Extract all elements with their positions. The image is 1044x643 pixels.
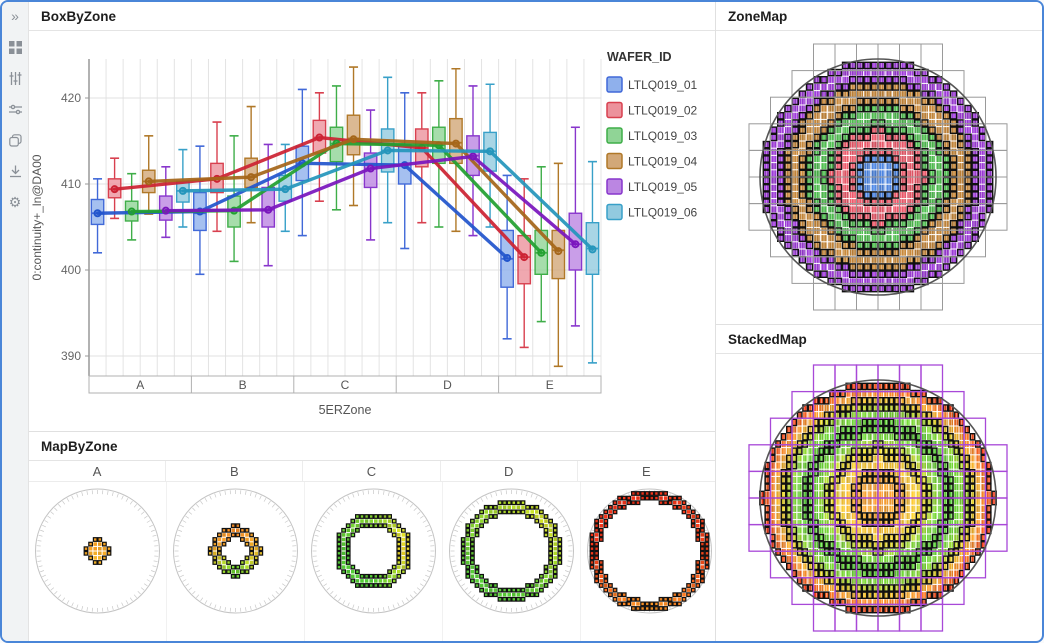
right-column: ZoneMap StackedMap	[716, 2, 1042, 641]
svg-text:B: B	[239, 378, 247, 392]
grid-icon[interactable]	[7, 39, 23, 55]
vertical-sliders-icon[interactable]	[7, 70, 23, 86]
zone-a-wafer-map[interactable]	[29, 482, 167, 641]
svg-text:C: C	[341, 378, 350, 392]
zone-e-wafer-map[interactable]	[581, 482, 718, 641]
mapbyzone-maps	[29, 482, 715, 641]
left-column: BoxByZone 390 400 410 420 A B C D E 5ERZone 0:cont…	[29, 2, 716, 641]
svg-text:5ERZone: 5ERZone	[319, 403, 372, 417]
toolbar-sidebar: » ⚙	[2, 2, 29, 641]
svg-text:LTLQ019_04: LTLQ019_04	[628, 155, 697, 169]
zone-header-c: C	[303, 461, 440, 481]
svg-text:LTLQ019_05: LTLQ019_05	[628, 180, 697, 194]
zone-header-e: E	[578, 461, 715, 481]
dashboard-main: BoxByZone 390 400 410 420 A B C D E 5ERZone 0:cont…	[29, 2, 1042, 641]
boxbyzone-title: BoxByZone	[29, 2, 715, 31]
zone-header-a: A	[29, 461, 166, 481]
svg-text:0:continuity+_ln@DA00: 0:continuity+_ln@DA00	[30, 154, 44, 280]
svg-text:LTLQ019_06: LTLQ019_06	[628, 206, 697, 220]
svg-text:E: E	[546, 378, 554, 392]
zone-b-wafer-map[interactable]	[167, 482, 305, 641]
svg-text:LTLQ019_02: LTLQ019_02	[628, 104, 697, 118]
svg-text:390: 390	[61, 349, 81, 363]
svg-text:LTLQ019_03: LTLQ019_03	[628, 129, 697, 143]
zone-c-wafer-map[interactable]	[305, 482, 443, 641]
zone-header-d: D	[441, 461, 578, 481]
svg-text:WAFER_ID: WAFER_ID	[607, 50, 672, 64]
mapbyzone-title: MapByZone	[29, 432, 715, 461]
svg-text:A: A	[136, 378, 144, 392]
boxbyzone-panel: BoxByZone 390 400 410 420 A B C D E 5ERZone 0:cont…	[29, 2, 715, 432]
download-icon[interactable]	[7, 163, 23, 179]
svg-text:420: 420	[61, 91, 81, 105]
zone-d-wafer-map[interactable]	[443, 482, 581, 641]
stackedmap-panel: StackedMap	[716, 325, 1042, 641]
zone-header-b: B	[166, 461, 303, 481]
gear-icon[interactable]: ⚙	[7, 194, 23, 210]
mapbyzone-zone-headers: A B C D E	[29, 461, 715, 482]
zonemap-title: ZoneMap	[716, 2, 1042, 31]
zonemap-wafer[interactable]	[716, 31, 1042, 324]
svg-text:D: D	[443, 378, 452, 392]
dashboard-window: » ⚙ BoxByZone 390 400 410 420 A B C D E 5ERZone 0:…	[0, 0, 1044, 643]
boxbyzone-chart[interactable]: 390 400 410 420 A B C D E 5ERZone 0:continuity+_ln…	[29, 31, 715, 431]
stackedmap-title: StackedMap	[716, 325, 1042, 354]
zonemap-panel: ZoneMap	[716, 2, 1042, 325]
svg-text:400: 400	[61, 263, 81, 277]
layers-icon[interactable]	[7, 132, 23, 148]
stackedmap-wafer[interactable]	[716, 354, 1042, 641]
horizontal-sliders-icon[interactable]	[7, 101, 23, 117]
svg-text:LTLQ019_01: LTLQ019_01	[628, 78, 697, 92]
expand-icon[interactable]: »	[7, 8, 23, 24]
svg-text:410: 410	[61, 177, 81, 191]
mapbyzone-panel: MapByZone A B C D E	[29, 432, 715, 641]
